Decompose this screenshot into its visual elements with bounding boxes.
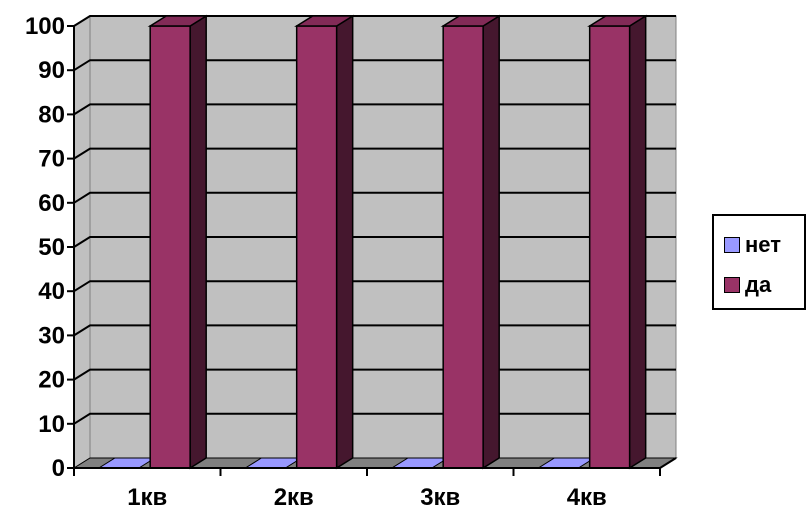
bar-side	[628, 14, 647, 470]
legend-label-series-1: нет	[745, 232, 782, 257]
y-tick-label: 50	[38, 234, 65, 261]
y-tick-label: 10	[38, 411, 65, 438]
bar-top	[147, 15, 209, 27]
bars	[97, 14, 649, 470]
bar	[442, 25, 484, 469]
bar-side	[335, 14, 354, 470]
bar-side	[189, 14, 207, 470]
y-tick-label: 30	[38, 322, 65, 349]
x-tick-label: 2кв	[274, 484, 314, 511]
y-tick-label: 60	[38, 190, 65, 217]
bar	[295, 25, 338, 469]
legend: нет да	[712, 214, 806, 310]
y-tick-label: 20	[38, 367, 65, 394]
y-tick-labels: 0 10 20 30 40 50 60 70 80 90 100	[25, 13, 65, 482]
x-tick-label: 3кв	[420, 484, 460, 511]
x-tick-labels: 1кв 2кв 3кв 4кв	[127, 484, 607, 511]
legend-label-series-2: да	[745, 272, 772, 297]
legend-swatch-series-1	[724, 237, 740, 253]
bar-top	[587, 15, 649, 27]
x-axis-depth	[659, 457, 677, 469]
bar-top	[294, 15, 356, 27]
legend-item-series-2: да	[724, 274, 771, 296]
legend-item-series-1: нет	[724, 234, 781, 256]
y-tick-label: 90	[38, 57, 65, 84]
legend-swatch-series-2	[724, 277, 740, 293]
axes	[67, 25, 677, 476]
y-tick-label: 100	[25, 13, 65, 40]
x-tick-label: 1кв	[127, 484, 167, 511]
y-tick-label: 70	[38, 146, 65, 173]
y-tick-label: 80	[38, 101, 65, 128]
y-tick-label: 0	[52, 455, 65, 482]
x-tick-label: 4кв	[567, 484, 607, 511]
y-tick-label: 40	[38, 278, 65, 305]
bar	[588, 25, 631, 469]
bar-top	[440, 15, 502, 27]
bar	[149, 25, 191, 469]
bar-side	[482, 14, 500, 470]
